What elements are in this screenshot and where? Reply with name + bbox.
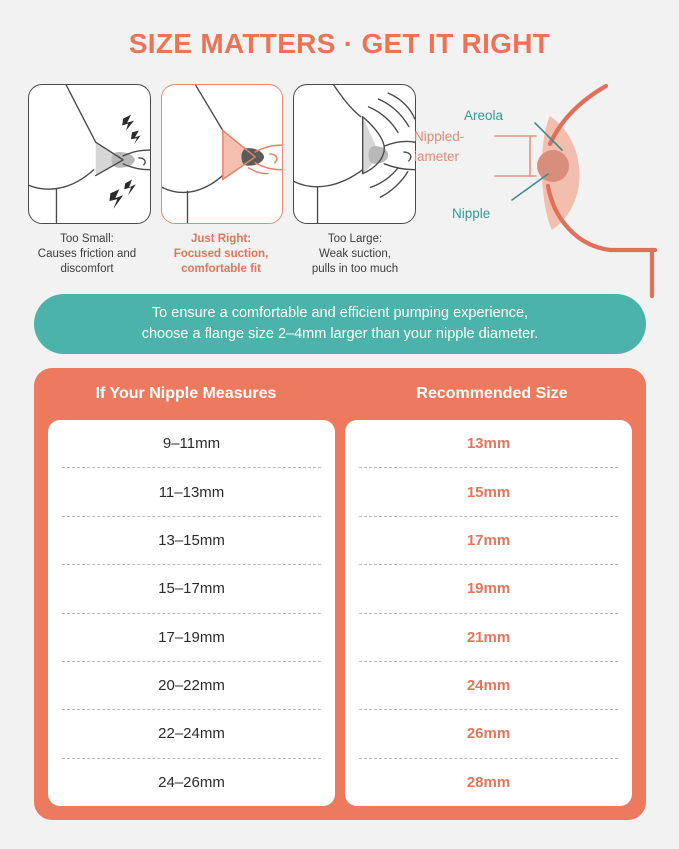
caption-title: Too Small: [60, 233, 114, 245]
table-column-measure: 9–11mm 11–13mm 13–15mm 15–17mm 17–19mm 2… [48, 420, 335, 806]
flange-too-large-icon [294, 85, 416, 223]
table-cell-size: 21mm [359, 614, 618, 662]
caption-line-1: Weak suction, [318, 248, 391, 260]
caption-line-2: discomfort [60, 263, 114, 275]
advice-banner: To ensure a comfortable and efficient pu… [34, 294, 646, 354]
areola-leader-line [534, 122, 563, 151]
breast-anatomy-diagram: Areola Nippled- iameter Nipple [412, 78, 679, 299]
caption-too-large: Too Large: Weak suction, pulls in too mu… [288, 232, 422, 284]
caption-row: Too Small: Causes friction and discomfor… [20, 232, 424, 284]
table-header-measure: If Your Nipple Measures [95, 385, 277, 402]
illustration-row [28, 84, 417, 224]
breast-upper-contour [547, 83, 609, 147]
nipple-label: Nipple [452, 206, 490, 221]
table-cell-measure: 22–24mm [62, 710, 321, 759]
table-cell-size: 28mm [466, 773, 511, 791]
nipple-leader-line [511, 173, 549, 201]
diameter-label-line-1: Nippled- [414, 129, 464, 144]
flange-just-right-icon [161, 85, 283, 223]
caption-title: Just Right: [190, 233, 252, 245]
caption-too-small: Too Small: Causes friction and discomfor… [20, 232, 154, 284]
caption-line-2: comfortable fit [181, 263, 261, 275]
panel-just-right [160, 84, 284, 224]
table-cell-measure: 9–11mm [62, 420, 321, 469]
table-body: 9–11mm 11–13mm 13–15mm 15–17mm 17–19mm 2… [34, 420, 646, 820]
table-column-size: 13mm 15mm 17mm 19mm 21mm 24mm 26mm 28mm [345, 420, 632, 806]
table-header-row: If Your Nipple Measures Recommended Size [34, 368, 646, 420]
table-cell-size: 13mm [359, 420, 618, 469]
table-cell-measure: 15–17mm [62, 565, 321, 614]
flange-too-small-icon [29, 85, 150, 223]
caption-title: Too Large: [327, 233, 383, 245]
table-cell-measure: 24–26mm [158, 773, 225, 791]
caption-line-2: pulls in too much [311, 263, 399, 275]
table-cell-size: 24mm [359, 662, 618, 711]
table-header-size: Recommended Size [416, 385, 568, 402]
caption-line-1: Causes friction and [37, 248, 137, 260]
nipple-shape [537, 150, 569, 182]
table-cell-measure: 13–15mm [62, 517, 321, 566]
diameter-label-line-2: iameter [414, 149, 460, 164]
table-cell-measure: 11–13mm [62, 468, 321, 517]
table-cell-measure: 17–19mm [62, 614, 321, 662]
panel-too-large [293, 84, 417, 224]
table-cell-size: 26mm [359, 710, 618, 759]
page-title: SIZE MATTERS · GET IT RIGHT [128, 28, 551, 59]
table-cell-measure: 20–22mm [62, 662, 321, 711]
panel-too-small [28, 84, 151, 224]
table-cell-size: 17mm [359, 517, 618, 566]
advice-line-2: choose a flange size 2–4mm larger than y… [141, 326, 539, 342]
caption-just-right: Just Right: Focused suction, comfortable… [154, 232, 288, 284]
table-cell-size: 19mm [359, 565, 618, 614]
table-cell-size: 15mm [359, 468, 618, 517]
size-recommendation-table: If Your Nipple Measures Recommended Size… [34, 368, 646, 820]
areola-label: Areola [464, 108, 504, 123]
caption-line-1: Focused suction, [173, 248, 269, 260]
advice-line-1: To ensure a comfortable and efficient pu… [151, 305, 529, 321]
breast-lower-contour [545, 183, 613, 253]
